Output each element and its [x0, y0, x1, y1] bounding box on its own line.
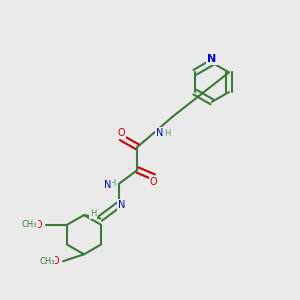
Text: CH₃: CH₃: [22, 220, 38, 229]
Text: H: H: [164, 128, 171, 137]
Text: N: N: [118, 200, 125, 210]
Text: O: O: [51, 256, 59, 266]
Text: H: H: [109, 179, 115, 188]
Text: O: O: [150, 176, 158, 187]
Text: N: N: [156, 128, 163, 138]
Text: O: O: [117, 128, 125, 138]
Text: CH₃: CH₃: [39, 257, 55, 266]
Text: N: N: [103, 180, 111, 190]
Text: N: N: [207, 54, 217, 64]
Text: O: O: [34, 220, 42, 230]
Text: H: H: [90, 209, 97, 218]
